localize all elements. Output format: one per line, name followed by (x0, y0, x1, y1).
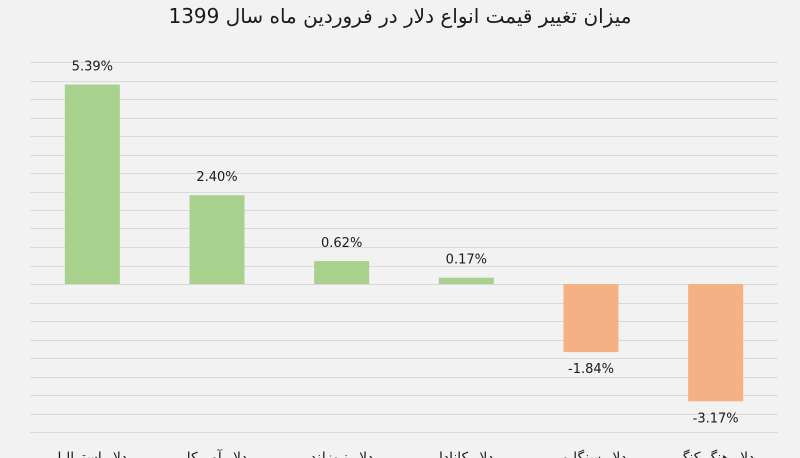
data-label: 2.40% (196, 170, 237, 185)
bar (64, 84, 120, 284)
data-label: -3.17% (693, 411, 739, 426)
category-label: دلار استرالیا (58, 450, 128, 458)
category-label: دلار آمریکا (187, 449, 247, 458)
data-label: 0.17% (446, 253, 487, 268)
category-label: دلار کانادا (439, 450, 494, 458)
chart-title: میزان تغییر قیمت انواع دلار در فروردین م… (168, 4, 632, 28)
category-label: دلار سنگاپور (554, 449, 626, 458)
bar (563, 284, 619, 353)
bar (688, 284, 744, 402)
data-label: 5.39% (72, 60, 113, 75)
data-label: -1.84% (568, 362, 614, 377)
bar (189, 195, 245, 284)
category-label: دلار نیوزلند (310, 450, 373, 458)
bar (314, 261, 370, 284)
bar (438, 277, 494, 284)
data-label: 0.62% (321, 236, 362, 251)
category-label: دلار هنگ کنگ (677, 449, 754, 458)
